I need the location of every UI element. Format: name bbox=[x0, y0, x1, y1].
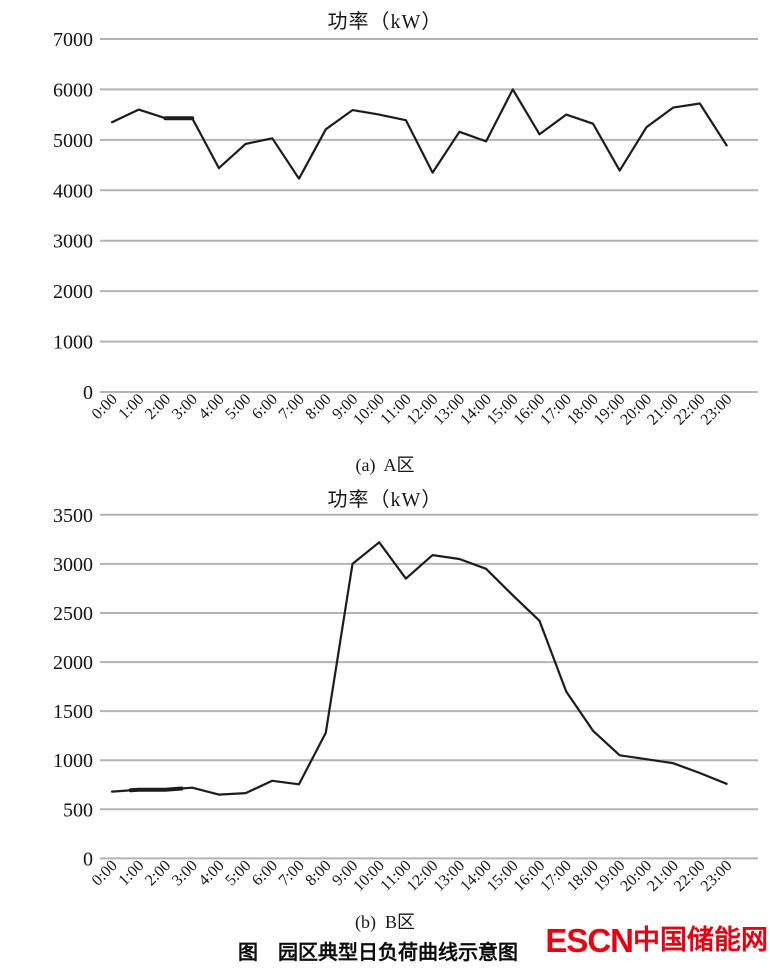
line-chart-a: 0 1000 2000 3000 4000 5000 6000 7000 0:001:002:0… bbox=[53, 29, 758, 429]
x-tick-label: 7:00 bbox=[276, 857, 308, 889]
x-tick-label: 0:00 bbox=[89, 391, 121, 423]
x-tick-label: 4:00 bbox=[196, 857, 228, 889]
y-tick-label: 3500 bbox=[53, 505, 93, 527]
x-tick-label: 23:00 bbox=[698, 391, 736, 429]
x-tick-label: 0:00 bbox=[89, 857, 121, 889]
x-tick-label: 8:00 bbox=[302, 857, 334, 889]
x-tick-label: 8:00 bbox=[302, 391, 334, 423]
y-tick-label: 4000 bbox=[53, 180, 93, 202]
x-tick-label: 10:00 bbox=[350, 857, 388, 895]
y-tick-label: 1500 bbox=[53, 701, 93, 723]
figure-caption: 图 园区典型日负荷曲线示意图 bbox=[238, 942, 518, 964]
y-tick-label: 0 bbox=[83, 848, 93, 870]
logo-escn-text: ESCN bbox=[545, 922, 634, 959]
y-tick-label: 1000 bbox=[53, 332, 93, 354]
series-line-bold-segment bbox=[128, 786, 184, 793]
x-tick-label: 7:00 bbox=[276, 391, 308, 423]
chart-a-title: 功率（kW） bbox=[327, 11, 443, 33]
line-chart-b: 0 500 1000 1500 2000 2500 3000 3500 0:001:002:00… bbox=[53, 505, 758, 895]
x-tick-label: 1:00 bbox=[115, 857, 147, 889]
chart-b-title: 功率（kW） bbox=[327, 489, 443, 511]
x-tick-label: 2:00 bbox=[142, 857, 174, 889]
escn-logo: ESCN 中国储能网 bbox=[545, 924, 768, 957]
y-tick-label: 6000 bbox=[53, 79, 93, 101]
x-tick-label: 10:00 bbox=[350, 391, 388, 429]
x-tick-label: 2:00 bbox=[142, 391, 174, 423]
y-tick-label: 5000 bbox=[53, 130, 93, 152]
y-tick-label: 500 bbox=[63, 799, 93, 821]
y-tick-label: 3000 bbox=[53, 554, 93, 576]
series-line bbox=[110, 541, 728, 796]
logo-cjk-text: 中国储能网 bbox=[633, 925, 768, 955]
x-tick-label: 1:00 bbox=[115, 391, 147, 423]
x-tick-label: 6:00 bbox=[249, 391, 281, 423]
chart-b-subtitle: (b) B区 bbox=[355, 912, 415, 932]
chart-a-subtitle: (a) A区 bbox=[355, 455, 415, 475]
y-tick-label: 0 bbox=[83, 382, 93, 404]
y-tick-label: 2000 bbox=[53, 652, 93, 674]
y-tick-label: 3000 bbox=[53, 231, 93, 253]
x-tick-label: 5:00 bbox=[222, 391, 254, 423]
x-tick-label: 3:00 bbox=[169, 391, 201, 423]
x-tick-label: 5:00 bbox=[222, 857, 254, 889]
y-tick-label: 1000 bbox=[53, 750, 93, 772]
y-tick-label: 2000 bbox=[53, 281, 93, 303]
x-tick-label: 6:00 bbox=[249, 857, 281, 889]
x-tick-label: 3:00 bbox=[169, 857, 201, 889]
x-tick-label: 4:00 bbox=[196, 391, 228, 423]
y-tick-label: 7000 bbox=[53, 29, 93, 51]
y-tick-label: 2500 bbox=[53, 603, 93, 625]
series-line bbox=[110, 88, 728, 180]
x-tick-label: 23:00 bbox=[698, 857, 736, 895]
